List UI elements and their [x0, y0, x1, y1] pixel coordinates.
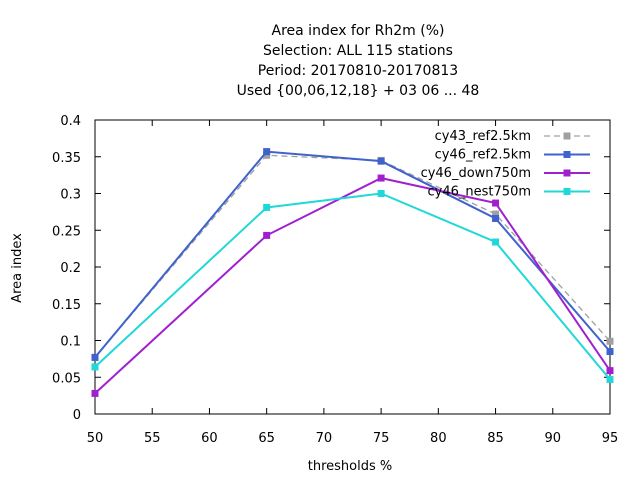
data-point — [91, 389, 99, 397]
legend-label: cy46_nest750m — [428, 185, 531, 200]
data-point — [263, 148, 271, 156]
x-axis-label: thresholds % — [308, 459, 392, 474]
series-cy46_ref2.5km — [91, 148, 614, 361]
data-point — [91, 363, 99, 371]
y-tick-label: 0.1 — [60, 335, 81, 350]
title-line-3: Period: 20170810-20170813 — [258, 63, 458, 79]
data-point — [377, 190, 385, 197]
legend-marker — [563, 151, 571, 158]
data-point — [606, 337, 614, 345]
data-point — [492, 199, 500, 207]
legend-marker — [563, 188, 571, 195]
x-tick-label: 85 — [487, 431, 504, 446]
x-tick-label: 75 — [373, 431, 390, 446]
legend-item: cy43_ref2.5km — [435, 129, 590, 144]
data-point — [263, 151, 271, 159]
data-point — [91, 353, 99, 361]
series-cy46_nest750m — [91, 190, 614, 383]
legend: cy43_ref2.5km cy46_ref2.5km cy46_down750mc… — [421, 129, 590, 200]
y-axis: 0 0.05 0.1 0.15 0.2 0.25 0.3 0.35 0.4 — [52, 114, 610, 423]
x-tick-label: 65 — [258, 431, 275, 446]
data-point — [377, 174, 385, 182]
x-tick-label: 55 — [144, 431, 161, 446]
title-line-4: Used {00,06,12,18} + 03 06 ... 48 — [237, 83, 480, 99]
y-tick-label: 0.35 — [52, 151, 81, 166]
data-point — [492, 238, 500, 246]
data-point — [492, 210, 500, 218]
x-tick-label: 95 — [602, 431, 619, 446]
legend-item: cy46_ref2.5km — [435, 148, 590, 163]
chart-title: Area index for Rh2m (%) Selection: ALL 1… — [237, 23, 480, 99]
y-tick-label: 0.15 — [52, 298, 81, 313]
title-line-1: Area index for Rh2m (%) — [272, 23, 445, 39]
legend-item: cy46_down750m — [421, 166, 590, 181]
y-axis-label: Area index — [10, 233, 25, 303]
x-tick-label: 70 — [316, 431, 333, 446]
data-point — [263, 231, 271, 239]
data-point — [377, 157, 385, 165]
series-cy43_ref2.5km — [91, 151, 614, 361]
legend-marker — [563, 169, 571, 177]
data-point — [606, 348, 614, 356]
y-tick-label: 0.4 — [60, 114, 81, 129]
x-tick-label: 80 — [430, 431, 447, 446]
x-tick-label: 50 — [87, 431, 104, 446]
y-tick-label: 0.05 — [52, 371, 81, 386]
data-point — [606, 367, 614, 375]
data-point — [606, 375, 614, 383]
x-axis: 50 55 60 65 70 75 80 85 90 95 — [87, 120, 619, 446]
series-line — [94, 154, 611, 358]
y-tick-label: 0 — [73, 408, 81, 423]
legend-label: cy46_down750m — [421, 166, 531, 181]
series-cy46_down750m — [91, 174, 614, 397]
y-tick-label: 0.2 — [60, 261, 81, 276]
y-tick-label: 0.3 — [60, 188, 81, 203]
data-point — [492, 214, 500, 222]
title-line-2: Selection: ALL 115 stations — [263, 43, 453, 59]
x-tick-label: 60 — [201, 431, 218, 446]
legend-marker — [563, 132, 571, 140]
plot-frame — [94, 119, 611, 415]
series-line — [94, 192, 611, 381]
y-tick-label: 0.25 — [52, 224, 81, 239]
legend-item: cy46_nest750m — [428, 185, 590, 200]
series-layer — [91, 148, 614, 397]
legend-label: cy43_ref2.5km — [435, 129, 531, 144]
x-tick-label: 90 — [545, 431, 562, 446]
data-point — [263, 203, 271, 211]
legend-label: cy46_ref2.5km — [435, 148, 531, 163]
